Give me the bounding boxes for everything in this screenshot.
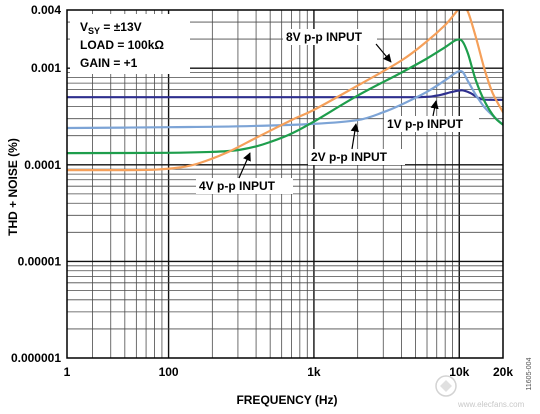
series-label-2v-text: 2V p-p INPUT [311,150,388,164]
series-label-8v-background [283,29,377,45]
y-tick-label: 0.00001 [18,254,62,268]
x-tick-label: 100 [159,365,179,379]
series-label-4v-text: 4V p-p INPUT [199,179,276,193]
series-label-8v-text: 8V p-p INPUT [286,30,363,44]
series-label-1v: 1V p-p INPUT [384,100,479,132]
y-axis-tick-labels: 0.004 0.001 0.0001 0.00001 0.000001 [11,3,61,365]
watermark-url: www.elecfans.com [457,400,525,409]
series-lines [67,10,503,172]
series-arrow-4v [238,152,251,179]
series-arrow-2v [350,123,359,150]
x-axis-tick-labels: 1 100 1k 10k 20k [64,365,514,379]
figure-id: 11605-004 [526,357,533,390]
series-label-2v-background [308,149,405,165]
condition-load: LOAD = 100kΩ [80,38,164,52]
condition-gain: GAIN = +1 [80,56,138,70]
x-tick-label: 10k [449,365,469,379]
watermark-logo-icon [435,375,457,397]
y-tick-label: 0.004 [31,3,61,17]
series-line-2v-p-p-input [67,69,503,130]
condition-supply: VSY = ±13V [80,20,142,36]
watermark: www.elecfans.com [435,375,525,409]
condition-supply-value: = ±13V [100,20,142,34]
series-arrow-1v [430,100,439,117]
conditions-background [70,14,190,74]
plot-frame [66,9,504,359]
x-tick-label: 20k [493,365,513,379]
y-tick-label: 0.0001 [24,158,61,172]
condition-supply-subscript: SY [88,26,100,36]
series-line-8v-p-p-input [67,10,503,172]
y-tick-label: 0.000001 [11,351,61,365]
series-label-2v: 2V p-p INPUT [308,123,405,165]
series-label-4v-background [196,178,293,194]
watermark-logo-mark-icon [440,380,452,392]
series-arrow-8v [375,43,392,63]
y-axis-title: THD + NOISE (%) [6,138,20,236]
series-line-4v-p-p-input [67,38,503,155]
series-label-8v: 8V p-p INPUT [283,29,392,63]
condition-supply-symbol: V [80,20,88,34]
x-tick-label: 1 [64,365,71,379]
series-label-4v: 4V p-p INPUT [196,152,293,194]
series-label-1v-background [384,116,479,132]
conditions-box: VSY = ±13V LOAD = 100kΩ GAIN = +1 [70,14,190,74]
y-tick-label: 0.001 [31,61,61,75]
x-axis-title: FREQUENCY (Hz) [236,393,337,407]
x-tick-label: 1k [307,365,321,379]
series-label-1v-text: 1V p-p INPUT [387,117,464,131]
